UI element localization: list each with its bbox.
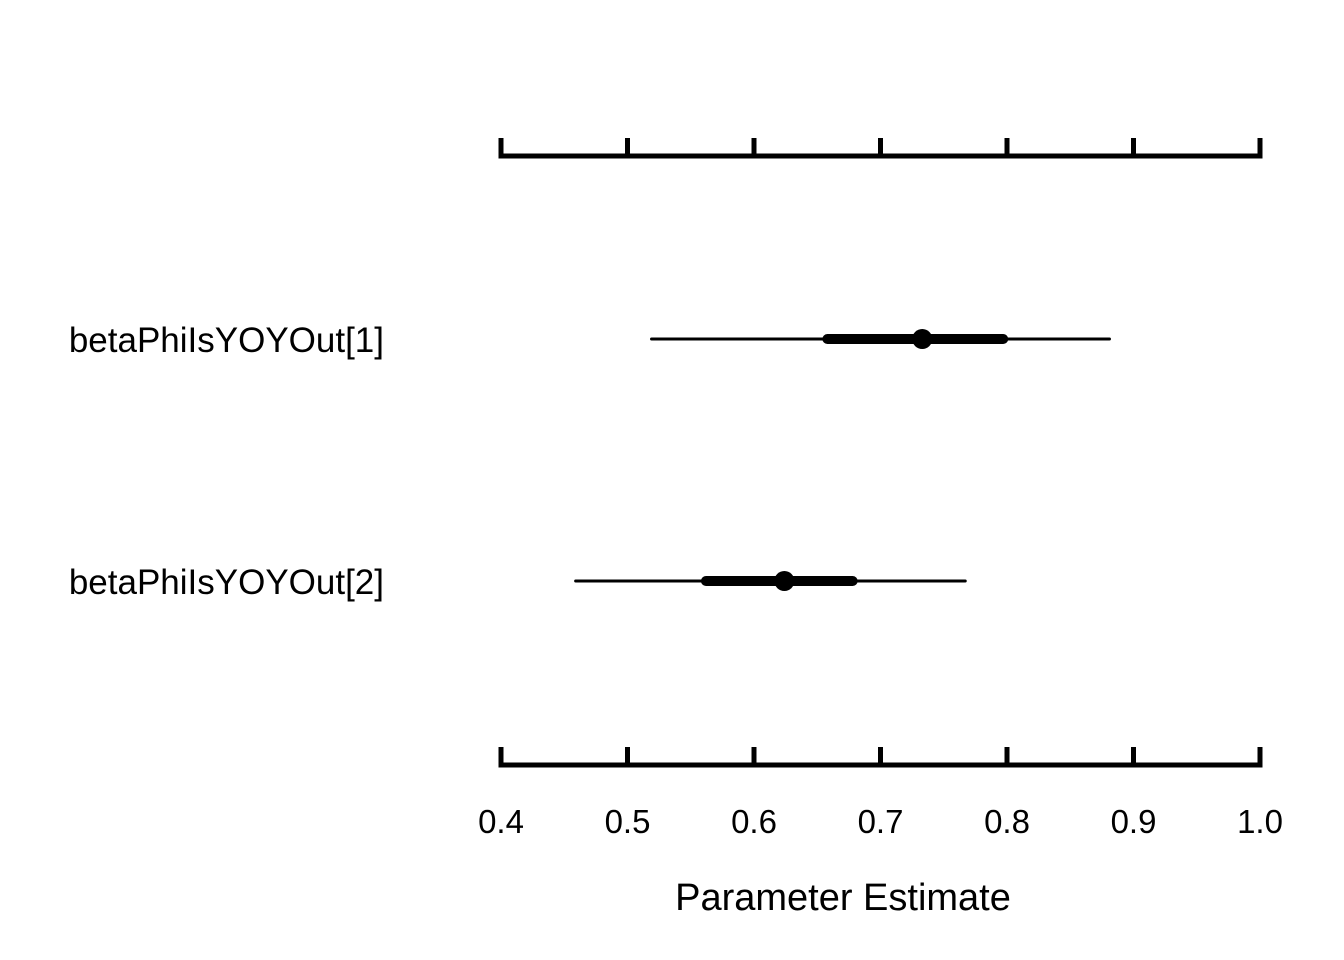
estimate-row: betaPhiIsYOYOut[2]: [69, 563, 967, 602]
x-tick-label: 1.0: [1237, 803, 1283, 840]
x-tick-label: 0.7: [858, 803, 904, 840]
point-estimate: [912, 329, 933, 349]
x-tick-label: 0.9: [1111, 803, 1157, 840]
x-tick-label: 0.5: [605, 803, 651, 840]
top-axis: [498, 138, 1263, 159]
estimate-row: betaPhiIsYOYOut[1]: [69, 321, 1111, 360]
parameter-label: betaPhiIsYOYOut[1]: [69, 321, 384, 360]
parameter-label: betaPhiIsYOYOut[2]: [69, 563, 384, 602]
x-tick-label: 0.4: [478, 803, 524, 840]
x-axis-title: Parameter Estimate: [675, 877, 1011, 919]
estimate-rows: betaPhiIsYOYOut[1] betaPhiIsYOYOut[2]: [69, 321, 1111, 602]
bottom-axis: 0.4 0.5 0.6 0.7 0.8 0.9 1.0: [478, 747, 1283, 840]
point-estimate: [774, 571, 795, 591]
x-tick-label: 0.8: [984, 803, 1030, 840]
x-tick-label: 0.6: [731, 803, 777, 840]
